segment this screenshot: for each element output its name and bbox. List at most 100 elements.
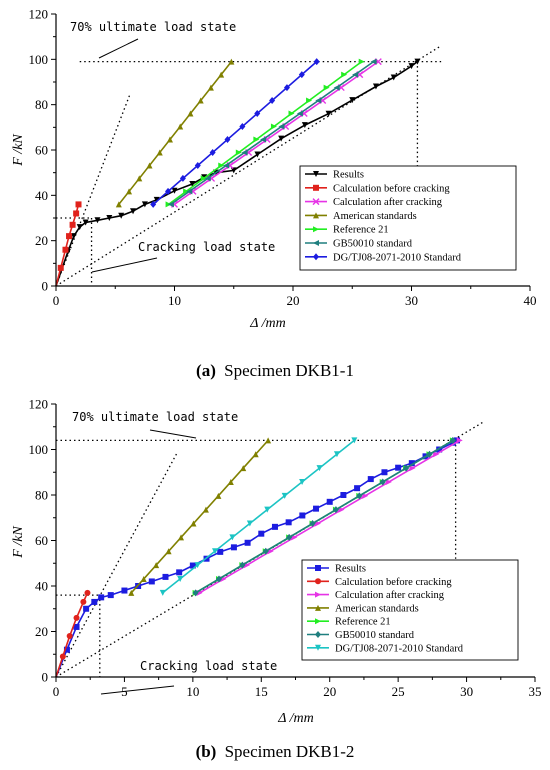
data-point — [189, 181, 196, 187]
data-point — [269, 97, 276, 105]
series-american-standards — [115, 58, 235, 208]
data-point — [227, 478, 234, 485]
x-axis-title: Δ /mm — [277, 711, 314, 726]
data-point — [299, 478, 306, 485]
caption-label: Specimen DKB1-2 — [225, 742, 355, 761]
data-point — [372, 83, 379, 90]
data-point — [285, 519, 292, 526]
data-point — [278, 135, 285, 142]
data-point — [230, 544, 237, 551]
x-tick-label: 10 — [168, 293, 181, 308]
data-point — [218, 162, 225, 169]
legend-swatch-marker — [315, 604, 321, 611]
data-point — [370, 58, 377, 65]
data-point — [436, 446, 443, 453]
data-point — [367, 476, 374, 483]
legend-item: American standards — [307, 603, 419, 614]
data-point — [83, 605, 90, 612]
data-point — [333, 84, 340, 91]
data-point — [426, 450, 433, 458]
data-point — [244, 539, 251, 546]
data-point — [239, 123, 246, 131]
y-tick-label: 40 — [35, 188, 48, 203]
data-point — [316, 465, 323, 472]
data-point — [209, 148, 216, 156]
legend-label: Reference 21 — [333, 225, 389, 236]
y-tick-label: 20 — [35, 624, 48, 639]
legend-item: DG/TJ08-2071-2010 Standard — [305, 252, 462, 263]
x-axis-title: Δ /mm — [249, 316, 286, 331]
data-point — [148, 578, 155, 585]
legend-label: Calculation before cracking — [333, 183, 450, 194]
series-group — [55, 436, 463, 678]
data-point — [356, 492, 363, 500]
data-point — [150, 200, 157, 208]
y-axis-title: F /kN — [11, 134, 26, 167]
legend-swatch-marker — [313, 240, 319, 246]
data-point — [309, 520, 316, 528]
data-point — [313, 505, 320, 512]
legend-label: Results — [335, 564, 366, 575]
axes: 05101520253035020406080100120 — [29, 397, 542, 700]
data-point — [177, 575, 184, 582]
data-point — [204, 175, 211, 182]
data-point — [253, 136, 260, 143]
data-point — [192, 589, 199, 597]
legend-swatch-marker — [315, 578, 321, 585]
series-line — [152, 60, 318, 206]
data-point — [278, 123, 285, 130]
axes: 0 10 20 30 40 0 20 40 60 80 100 120 — [29, 7, 537, 309]
data-point — [362, 492, 369, 499]
data-point — [107, 592, 114, 599]
legend-label: Calculation after cracking — [335, 590, 445, 601]
legend-label: DG/TJ08-2071-2010 Standard — [333, 252, 462, 263]
data-point — [189, 562, 196, 569]
data-point — [301, 122, 308, 129]
data-point — [379, 478, 386, 486]
caption-letter: (a) — [196, 361, 216, 380]
data-point — [288, 110, 295, 117]
caption-a: (a) Specimen DKB1-1 — [196, 361, 354, 380]
legend-swatch-marker — [313, 184, 319, 191]
annotation-ultimate: 70% ultimate load state — [70, 20, 236, 34]
data-point — [239, 561, 246, 569]
series-calculation-before-cracking — [55, 589, 91, 678]
legend-item: GB50010 standard — [307, 630, 415, 641]
data-point — [215, 492, 222, 499]
data-point — [126, 188, 133, 195]
data-point — [246, 520, 253, 527]
data-point — [62, 246, 69, 253]
data-point — [338, 506, 345, 513]
data-point — [283, 84, 290, 92]
y-tick-label: 0 — [42, 670, 49, 685]
data-point — [63, 646, 70, 653]
data-point — [352, 71, 359, 78]
caption-letter: (b) — [196, 742, 217, 761]
data-point — [106, 215, 113, 221]
legend-label: GB50010 standard — [333, 239, 413, 250]
legend-label: DG/TJ08-2071-2010 Standard — [335, 643, 464, 654]
data-point — [179, 174, 186, 182]
series-gb50010-standard — [192, 436, 456, 597]
data-point — [260, 136, 267, 143]
annotation-cracking-pointer — [100, 685, 175, 695]
legend-item: Calculation after cracking — [305, 197, 443, 208]
data-point — [187, 110, 194, 117]
guide-line — [55, 453, 178, 678]
x-tick-label: 30 — [460, 684, 473, 699]
data-point — [207, 84, 214, 91]
data-point — [166, 136, 173, 143]
legend-label: Calculation after cracking — [333, 197, 443, 208]
data-point — [449, 436, 456, 444]
data-point — [212, 548, 219, 555]
data-point — [230, 167, 237, 174]
legend-swatch-marker — [313, 253, 319, 261]
annotation-cracking: Cracking load state — [140, 659, 277, 673]
data-point — [200, 175, 207, 182]
data-point — [254, 110, 261, 118]
data-point — [408, 63, 415, 70]
data-point — [381, 469, 388, 476]
data-point — [218, 71, 225, 78]
annotation-ultimate-pointer — [149, 429, 197, 439]
legend-swatch-marker — [315, 565, 321, 571]
